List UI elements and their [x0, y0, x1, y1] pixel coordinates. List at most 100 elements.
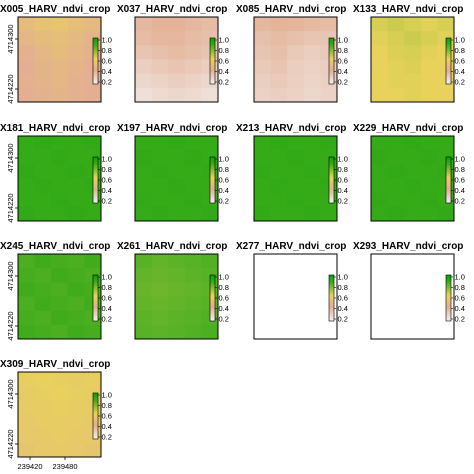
raster-cell: [84, 254, 102, 269]
raster-cell: [151, 192, 169, 208]
raster-cell: [18, 400, 35, 415]
raster-cell: [34, 296, 52, 312]
raster-cell: [254, 164, 271, 179]
raster-cell: [387, 192, 405, 208]
raster-cell: [51, 31, 69, 46]
panel-frame: [370, 253, 455, 340]
raster-cell: [303, 178, 321, 194]
raster-cell: [67, 45, 85, 60]
panel-X261_HARV_ndvi_crop: X261_HARV_ndvi_crop 1.00.8 0.60.4 0.2: [117, 241, 229, 340]
raster-cell: [51, 164, 69, 179]
raster-cell: [404, 150, 422, 165]
raster-cell: [151, 254, 169, 269]
raster-cell: [201, 17, 219, 32]
raster-cell: [270, 31, 288, 46]
raster-cell: [287, 45, 305, 60]
panel-title: X245_HARV_ndvi_crop: [0, 241, 110, 252]
raster-cell: [168, 164, 186, 179]
raster-cell: [34, 400, 52, 415]
raster-cell: [168, 192, 186, 208]
raster-cell: [18, 414, 35, 430]
raster-cell: [34, 31, 52, 46]
raster-cell: [404, 31, 422, 46]
panel-frame: [253, 16, 338, 103]
panel-X229_HARV_ndvi_crop: X229_HARV_ndvi_crop 1.00.8 0.60.4 0.2: [353, 123, 465, 222]
raster-cell: [84, 324, 102, 340]
raster-cell: [51, 414, 69, 430]
raster-cell: [303, 150, 321, 165]
raster-cell: [18, 45, 35, 60]
panel-X005_HARV_ndvi_crop: X005_HARV_ndvi_crop 4714300 4714220 1.00.8 0…: [0, 4, 112, 104]
legend-label: 0.4: [455, 67, 465, 76]
x-tick-label: 239420: [17, 462, 42, 471]
raster-cell: [34, 73, 52, 89]
legend-label: 0.2: [219, 78, 229, 87]
legend-colorbar: [446, 157, 451, 203]
raster-cell: [371, 87, 388, 103]
raster-cell: [135, 136, 152, 151]
raster-cell: [270, 150, 288, 165]
raster-cell: [287, 150, 305, 165]
raster-cell: [420, 45, 438, 60]
raster-cell: [135, 73, 152, 89]
raster-cell: [420, 164, 438, 179]
legend-label: 0.6: [219, 57, 229, 66]
raster-cell: [437, 17, 455, 32]
color-legend: 1.00.8 0.60.4 0.2: [209, 155, 229, 206]
raster-cell: [151, 268, 169, 283]
legend-label: 0.4: [102, 67, 112, 76]
raster-cell: [51, 254, 69, 269]
raster-cell: [135, 17, 152, 32]
raster-cell: [84, 87, 102, 103]
panel-X181_HARV_ndvi_crop: X181_HARV_ndvi_crop 4714300 4714220 1.00.8 0…: [0, 123, 112, 223]
panel-title: X085_HARV_ndvi_crop: [236, 4, 346, 15]
raster-cell: [84, 136, 102, 151]
raster-cell: [287, 192, 305, 208]
legend-label: 0.6: [102, 176, 112, 185]
raster-cell: [168, 178, 186, 194]
panel-X245_HARV_ndvi_crop: X245_HARV_ndvi_crop 4714300 4714220 1.00.8 0…: [0, 241, 112, 341]
raster-cell: [184, 31, 202, 46]
panel-title: X293_HARV_ndvi_crop: [353, 241, 463, 252]
raster-cell: [168, 59, 186, 75]
raster-cell: [420, 59, 438, 75]
raster-cell: [420, 206, 438, 222]
raster-cell: [320, 136, 338, 151]
raster-cell: [168, 206, 186, 222]
raster-cell: [151, 282, 169, 297]
raster-cell: [18, 206, 35, 222]
raster-cell: [18, 192, 35, 208]
legend-label: 0.6: [102, 57, 112, 66]
raster-cell: [51, 324, 69, 340]
raster-cell: [34, 414, 52, 430]
raster-cell: [151, 136, 169, 151]
raster-cell: [320, 206, 338, 222]
raster-cell: [371, 206, 388, 222]
y-tick-label: 4714300: [6, 261, 15, 290]
panel-X197_HARV_ndvi_crop: X197_HARV_ndvi_crop 1.00.8 0.60.4 0.2: [117, 123, 229, 222]
raster-cell: [371, 31, 388, 46]
raster-cell: [67, 310, 85, 326]
raster-cell: [67, 268, 85, 283]
raster-cell: [303, 87, 321, 103]
raster-cell: [420, 87, 438, 103]
raster-cell: [51, 87, 69, 103]
y-tick-label: 4714300: [6, 24, 15, 53]
raster-cell: [404, 59, 422, 75]
raster-cell: [168, 282, 186, 297]
raster-cell: [184, 136, 202, 151]
raster-cell: [184, 73, 202, 89]
raster-cell: [67, 164, 85, 179]
raster-cell: [287, 178, 305, 194]
legend-label: 1.0: [219, 155, 229, 164]
raster-cell: [184, 150, 202, 165]
raster-cell: [184, 164, 202, 179]
panel-frame: [17, 16, 102, 103]
raster-cell: [67, 428, 85, 444]
raster-cell: [51, 428, 69, 444]
raster-cell: [270, 59, 288, 75]
raster-cell: [67, 150, 85, 165]
raster-cell: [51, 400, 69, 415]
raster-cell: [135, 45, 152, 60]
